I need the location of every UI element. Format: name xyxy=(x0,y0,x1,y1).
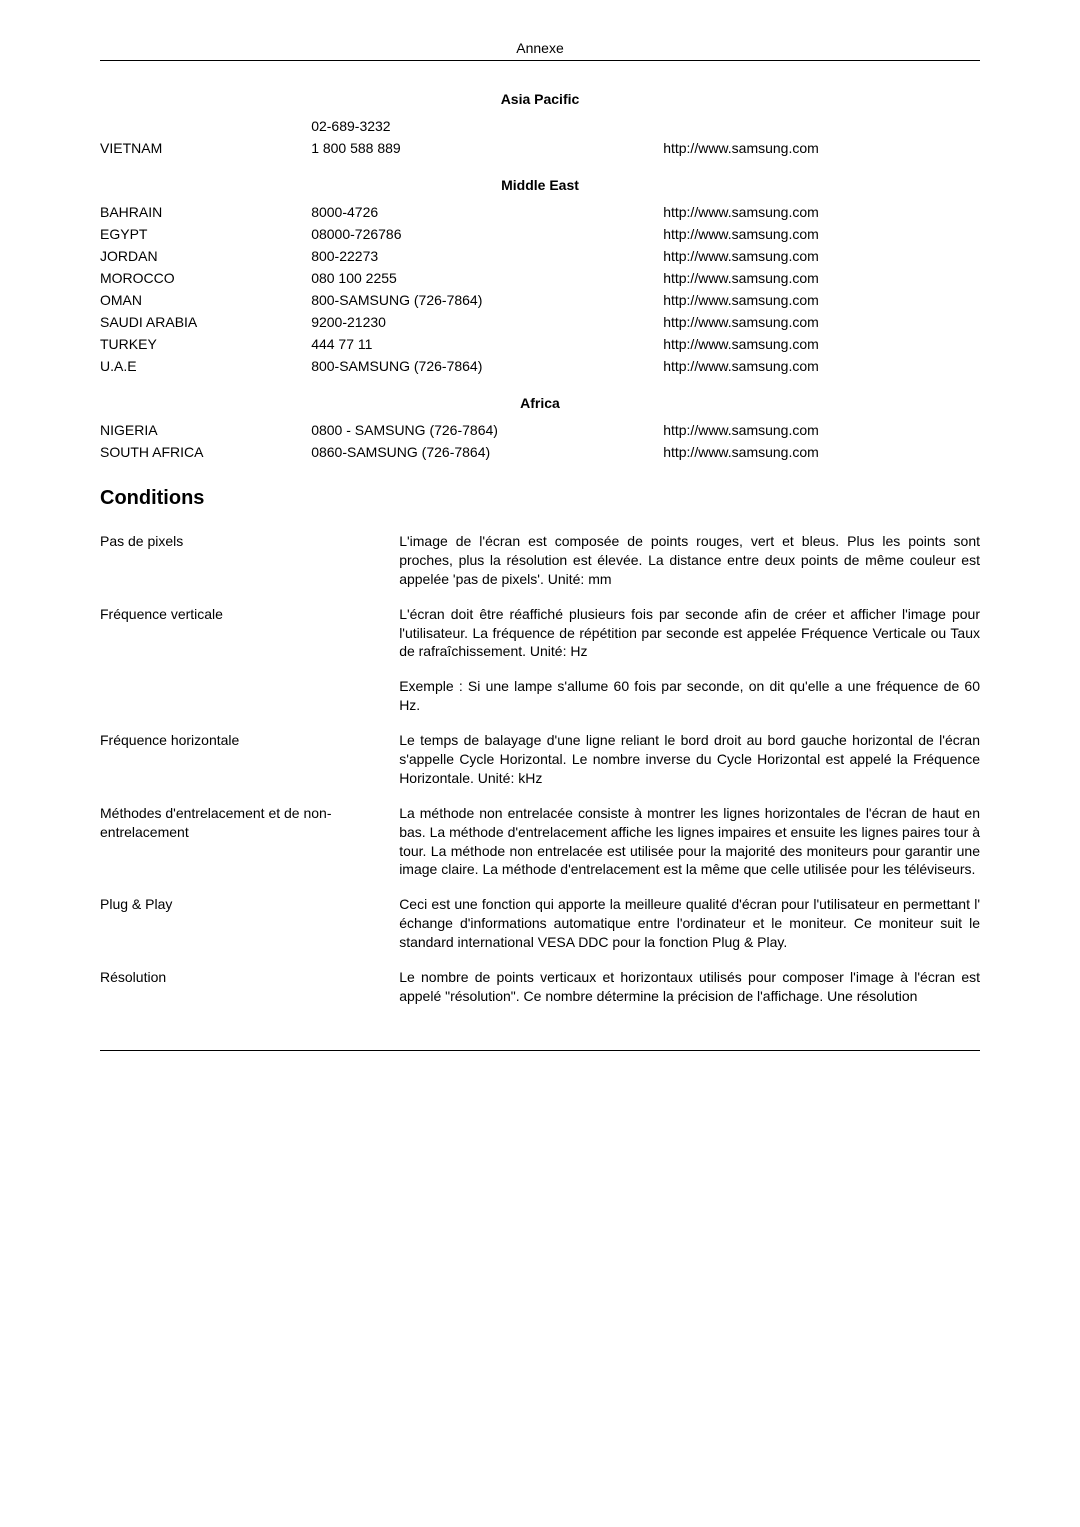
country-cell: TURKEY xyxy=(100,333,311,355)
number-cell: 8000-4726 xyxy=(311,201,663,223)
url-cell: http://www.samsung.com xyxy=(663,245,980,267)
country-cell: VIETNAM xyxy=(100,137,311,159)
condition-body: Le temps de balayage d'une ligne reliant… xyxy=(399,723,980,796)
table-row: Méthodes d'entrelacement et de non-entre… xyxy=(100,796,980,888)
url-cell: http://www.samsung.com xyxy=(663,419,980,441)
url-cell: http://www.samsung.com xyxy=(663,267,980,289)
number-cell: 080 100 2255 xyxy=(311,267,663,289)
table-row: 02-689-3232 xyxy=(100,115,980,137)
table-row: Plug & Play Ceci est une fonction qui ap… xyxy=(100,887,980,960)
number-cell: 1 800 588 889 xyxy=(311,137,663,159)
section-title-middle-east: Middle East xyxy=(100,177,980,193)
condition-label: Fréquence horizontale xyxy=(100,723,399,796)
country-cell: JORDAN xyxy=(100,245,311,267)
table-row: JORDAN 800-22273 http://www.samsung.com xyxy=(100,245,980,267)
url-cell: http://www.samsung.com xyxy=(663,355,980,377)
condition-body: L'écran doit être réaffiché plusieurs fo… xyxy=(399,597,980,670)
table-row: NIGERIA 0800 - SAMSUNG (726-7864) http:/… xyxy=(100,419,980,441)
table-row: Fréquence verticale L'écran doit être ré… xyxy=(100,597,980,670)
country-cell: MOROCCO xyxy=(100,267,311,289)
table-row: SOUTH AFRICA 0860-SAMSUNG (726-7864) htt… xyxy=(100,441,980,463)
table-row: TURKEY 444 77 11 http://www.samsung.com xyxy=(100,333,980,355)
table-row: Fréquence horizontale Le temps de balaya… xyxy=(100,723,980,796)
country-cell xyxy=(100,115,311,137)
number-cell: 444 77 11 xyxy=(311,333,663,355)
conditions-heading: Conditions xyxy=(100,487,980,510)
url-cell: http://www.samsung.com xyxy=(663,311,980,333)
url-cell: http://www.samsung.com xyxy=(663,289,980,311)
url-cell: http://www.samsung.com xyxy=(663,441,980,463)
number-cell: 800-SAMSUNG (726-7864) xyxy=(311,355,663,377)
number-cell: 800-22273 xyxy=(311,245,663,267)
country-cell: OMAN xyxy=(100,289,311,311)
asia-pacific-table: 02-689-3232 VIETNAM 1 800 588 889 http:/… xyxy=(100,115,980,159)
condition-body: La méthode non entrelacée consiste à mon… xyxy=(399,796,980,888)
africa-table: NIGERIA 0800 - SAMSUNG (726-7864) http:/… xyxy=(100,419,980,463)
condition-label: Méthodes d'entrelacement et de non-entre… xyxy=(100,796,399,888)
header-title: Annexe xyxy=(100,40,980,56)
condition-label xyxy=(100,669,399,723)
condition-label: Plug & Play xyxy=(100,887,399,960)
number-cell: 0800 - SAMSUNG (726-7864) xyxy=(311,419,663,441)
number-cell: 08000-726786 xyxy=(311,223,663,245)
condition-label: Fréquence verticale xyxy=(100,597,399,670)
url-cell: http://www.samsung.com xyxy=(663,333,980,355)
country-cell: EGYPT xyxy=(100,223,311,245)
table-row: SAUDI ARABIA 9200-21230 http://www.samsu… xyxy=(100,311,980,333)
table-row: BAHRAIN 8000-4726 http://www.samsung.com xyxy=(100,201,980,223)
condition-body: Exemple : Si une lampe s'allume 60 fois … xyxy=(399,669,980,723)
table-row: Exemple : Si une lampe s'allume 60 fois … xyxy=(100,669,980,723)
condition-body: L'image de l'écran est composée de point… xyxy=(399,524,980,597)
country-cell: NIGERIA xyxy=(100,419,311,441)
table-row: U.A.E 800-SAMSUNG (726-7864) http://www.… xyxy=(100,355,980,377)
conditions-table: Pas de pixels L'image de l'écran est com… xyxy=(100,524,980,1014)
number-cell: 9200-21230 xyxy=(311,311,663,333)
header-rule xyxy=(100,60,980,61)
condition-body: Ceci est une fonction qui apporte la mei… xyxy=(399,887,980,960)
table-row: VIETNAM 1 800 588 889 http://www.samsung… xyxy=(100,137,980,159)
condition-label: Pas de pixels xyxy=(100,524,399,597)
table-row: Pas de pixels L'image de l'écran est com… xyxy=(100,524,980,597)
country-cell: BAHRAIN xyxy=(100,201,311,223)
url-cell xyxy=(663,115,980,137)
url-cell: http://www.samsung.com xyxy=(663,201,980,223)
url-cell: http://www.samsung.com xyxy=(663,223,980,245)
footer-rule xyxy=(100,1050,980,1051)
country-cell: SOUTH AFRICA xyxy=(100,441,311,463)
number-cell: 800-SAMSUNG (726-7864) xyxy=(311,289,663,311)
country-cell: SAUDI ARABIA xyxy=(100,311,311,333)
table-row: OMAN 800-SAMSUNG (726-7864) http://www.s… xyxy=(100,289,980,311)
condition-body: Le nombre de points verticaux et horizon… xyxy=(399,960,980,1014)
table-row: Résolution Le nombre de points verticaux… xyxy=(100,960,980,1014)
table-row: MOROCCO 080 100 2255 http://www.samsung.… xyxy=(100,267,980,289)
table-row: EGYPT 08000-726786 http://www.samsung.co… xyxy=(100,223,980,245)
section-title-asia: Asia Pacific xyxy=(100,91,980,107)
middle-east-table: BAHRAIN 8000-4726 http://www.samsung.com… xyxy=(100,201,980,377)
number-cell: 0860-SAMSUNG (726-7864) xyxy=(311,441,663,463)
condition-label: Résolution xyxy=(100,960,399,1014)
url-cell: http://www.samsung.com xyxy=(663,137,980,159)
number-cell: 02-689-3232 xyxy=(311,115,663,137)
section-title-africa: Africa xyxy=(100,395,980,411)
country-cell: U.A.E xyxy=(100,355,311,377)
